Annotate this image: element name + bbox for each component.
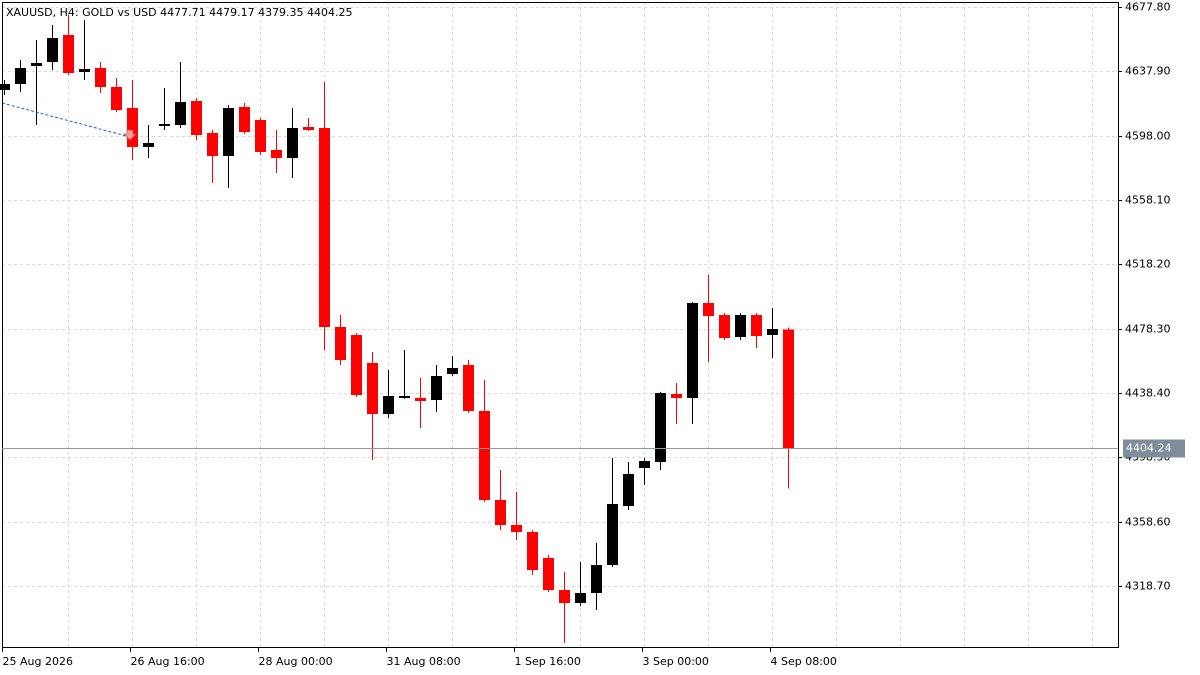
candle-body <box>447 368 458 375</box>
x-tick-label: 26 Aug 16:00 <box>131 655 205 668</box>
candle-body <box>351 335 362 396</box>
chart-title: XAUUSD, H4: GOLD vs USD 4477.71 4479.17 … <box>6 6 353 19</box>
candle-body <box>719 315 730 339</box>
candle-body <box>271 150 282 159</box>
candle-body <box>335 327 346 361</box>
candle-body <box>31 63 42 67</box>
candle-body <box>383 396 394 415</box>
candle-body <box>431 376 442 401</box>
candle-body <box>591 565 602 594</box>
candle-body <box>639 461 650 469</box>
candle-body <box>175 102 186 126</box>
plot-layer <box>0 15 794 644</box>
candle-body <box>143 143 154 147</box>
candle-body <box>15 68 26 85</box>
y-tick-label: 4318.70 <box>1125 580 1171 593</box>
candle-body <box>735 315 746 337</box>
trade-line <box>1 102 131 138</box>
x-tick-label: 3 Sep 00:00 <box>643 655 709 668</box>
candle-body <box>415 398 426 402</box>
y-tick-label: 4637.90 <box>1125 65 1171 78</box>
vertical-grid <box>2 2 1118 647</box>
candle-body <box>223 108 234 157</box>
candle-body <box>479 411 490 501</box>
candle-body <box>559 590 570 604</box>
y-tick-label: 4558.10 <box>1125 194 1171 207</box>
candle-body <box>463 365 474 412</box>
y-tick-label: 4677.80 <box>1125 1 1171 14</box>
candle-body <box>607 504 618 566</box>
candle-body <box>303 127 314 131</box>
y-tick-label: 4438.40 <box>1125 387 1171 400</box>
candle-body <box>319 128 330 327</box>
y-tick-label: 4358.60 <box>1125 516 1171 529</box>
candle-body <box>207 133 218 157</box>
candle-body <box>111 87 122 111</box>
candle-body <box>79 69 90 72</box>
plot-border <box>2 2 1119 648</box>
y-tick-label: 4598.00 <box>1125 130 1171 143</box>
candle-body <box>367 363 378 415</box>
candle-body <box>623 474 634 507</box>
candle-body <box>127 108 138 147</box>
candle-body <box>399 396 410 399</box>
y-tick-label: 4518.20 <box>1125 258 1171 271</box>
candle-body <box>0 84 10 91</box>
x-tick-label: 4 Sep 08:00 <box>771 655 837 668</box>
candle-body <box>95 68 106 87</box>
candle-body <box>783 329 794 449</box>
x-tick-label: 25 Aug 2026 <box>3 655 73 668</box>
x-tick-label: 1 Sep 16:00 <box>515 655 581 668</box>
candle-body <box>575 593 586 604</box>
candle-body <box>687 303 698 399</box>
candle-body <box>495 500 506 526</box>
sell-arrow <box>123 129 137 141</box>
candle-body <box>239 107 250 133</box>
candle-body <box>159 124 170 127</box>
candle-body <box>255 120 266 152</box>
current-price-label: 4404.24 <box>1126 442 1172 455</box>
candle-body <box>703 303 714 317</box>
candle-body <box>527 532 538 571</box>
candle-body <box>671 394 682 399</box>
candle-body <box>511 525 522 532</box>
x-tick-label: 31 Aug 08:00 <box>387 655 461 668</box>
candle-body <box>287 128 298 159</box>
candle-body <box>767 329 778 336</box>
candle-body <box>47 38 58 62</box>
current-price-box <box>1123 439 1185 458</box>
x-tick-label: 28 Aug 00:00 <box>259 655 333 668</box>
candle-body <box>655 393 666 462</box>
candle-body <box>191 101 202 136</box>
candle-body <box>543 558 554 591</box>
candle-body <box>63 35 74 74</box>
candle-body <box>751 315 762 337</box>
y-tick-label: 4478.30 <box>1125 323 1171 336</box>
